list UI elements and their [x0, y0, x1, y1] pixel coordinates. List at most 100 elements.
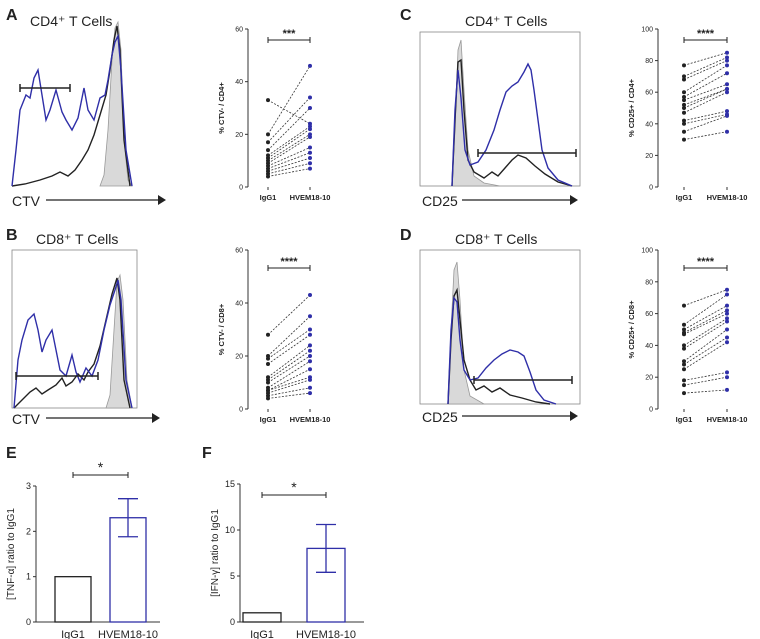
pair-connector: [683, 131, 728, 140]
x-tick-label: HVEM18-10: [707, 193, 748, 202]
y-tick-label: 0: [239, 185, 243, 192]
y-tick-label: 60: [645, 90, 653, 97]
panel-label-f: F: [202, 445, 212, 462]
panel-a-histogram: A CD4⁺ T Cells CTV: [6, 7, 166, 209]
pair-connector: [683, 310, 728, 334]
pair-connector: [683, 110, 728, 122]
data-point-igg1: [266, 98, 270, 103]
y-tick-label: 0: [649, 407, 653, 414]
y-axis-label: [IFN-γ] ratio to IgG1: [210, 509, 221, 597]
pair-connector: [267, 350, 311, 381]
pair-connector: [267, 345, 311, 378]
pair-connector: [267, 294, 311, 336]
pair-connector: [683, 341, 728, 370]
histogram-title: CD4⁺ T Cells: [30, 13, 112, 29]
data-point-igg1: [266, 361, 270, 366]
pair-connector: [683, 115, 728, 133]
y-tick-label: 0: [239, 407, 243, 414]
pair-connector: [683, 329, 728, 362]
pair-connector: [267, 355, 311, 383]
data-point-igg1: [682, 303, 686, 308]
data-point-igg1: [682, 110, 686, 115]
x-axis-arrow-head: [570, 411, 578, 421]
y-tick-label: 20: [645, 153, 653, 160]
pair-connector: [267, 147, 311, 167]
pair-connector: [267, 126, 311, 156]
data-point-hvem18-10: [725, 287, 729, 292]
x-tick-label: IgG1: [260, 415, 277, 424]
y-tick-label: 0: [649, 185, 653, 192]
data-point-hvem18-10: [308, 343, 312, 348]
x-tick-label: HVEM18-10: [707, 415, 748, 424]
panel-c-histogram: C CD4⁺ T Cells CD25: [400, 7, 581, 209]
x-tick-label: IgG1: [676, 415, 693, 424]
pair-connector: [683, 337, 728, 365]
data-point-hvem18-10: [725, 327, 729, 332]
pair-connector: [267, 368, 311, 391]
pair-connector: [683, 305, 728, 330]
data-point-hvem18-10: [308, 134, 312, 139]
data-point-igg1: [682, 332, 686, 337]
hvem18-10-curve: [451, 62, 573, 187]
y-tick-label: 80: [645, 279, 653, 286]
data-point-igg1: [266, 132, 270, 137]
y-tick-label: 60: [235, 27, 243, 34]
pair-connector: [683, 376, 728, 386]
data-point-igg1: [266, 332, 270, 337]
data-point-hvem18-10: [725, 303, 729, 308]
pair-connector: [683, 57, 728, 77]
significance-label: ***: [283, 28, 297, 40]
x-axis-label: CTV: [12, 193, 41, 209]
pair-connector: [683, 294, 728, 326]
data-point-igg1: [682, 118, 686, 123]
data-point-hvem18-10: [725, 311, 729, 316]
y-axis-label: % CTV- / CD8+: [217, 303, 226, 355]
pair-connector: [267, 387, 311, 397]
data-point-igg1: [682, 359, 686, 364]
igg1-curve: [11, 25, 131, 187]
y-tick-label: 15: [225, 479, 235, 489]
data-point-igg1: [266, 148, 270, 153]
data-point-hvem18-10: [308, 314, 312, 319]
x-axis-arrow-head: [158, 195, 166, 205]
data-point-hvem18-10: [308, 327, 312, 332]
data-point-hvem18-10: [725, 90, 729, 95]
hvem18-10-curve: [13, 279, 133, 409]
bar-igg1: [54, 576, 92, 623]
pair-connector: [683, 88, 728, 106]
data-point-igg1: [682, 343, 686, 348]
panel-label-e: E: [6, 445, 17, 462]
data-point-hvem18-10: [308, 385, 312, 390]
histogram-frame: [419, 249, 581, 405]
y-axis-label: % CD25+ / CD4+: [627, 78, 636, 137]
x-axis-label: CTV: [12, 411, 41, 427]
data-point-hvem18-10: [308, 161, 312, 166]
y-tick-label: 10: [225, 525, 235, 535]
data-point-hvem18-10: [725, 109, 729, 114]
data-point-hvem18-10: [308, 359, 312, 364]
panel-b-paired-scatter: 0 20 40 60 IgG1 HVEM18-10 % CTV- / CD8+ ****: [217, 248, 330, 425]
data-point-hvem18-10: [725, 129, 729, 134]
data-point-igg1: [682, 346, 686, 351]
pair-connector: [267, 133, 311, 162]
hvem18-10-curve: [11, 33, 133, 187]
data-point-igg1: [682, 98, 686, 103]
x-tick-label: HVEM18-10: [290, 415, 331, 424]
data-point-igg1: [682, 106, 686, 110]
x-axis-arrow-head: [152, 413, 160, 423]
x-axis-arrow-head: [570, 195, 578, 205]
igg1-curve: [13, 277, 131, 409]
pair-connector: [267, 360, 311, 389]
y-tick-label: 40: [235, 301, 243, 308]
histogram-title: CD8⁺ T Cells: [455, 231, 537, 247]
panel-label-d: D: [400, 227, 412, 244]
pair-connector: [683, 321, 728, 349]
pair-connector: [267, 152, 311, 169]
data-point-igg1: [266, 380, 270, 385]
data-point-igg1: [682, 362, 686, 367]
data-point-hvem18-10: [725, 50, 729, 55]
data-point-hvem18-10: [725, 375, 729, 380]
data-point-igg1: [682, 77, 686, 82]
x-tick-label: HVEM18-10: [290, 193, 331, 202]
